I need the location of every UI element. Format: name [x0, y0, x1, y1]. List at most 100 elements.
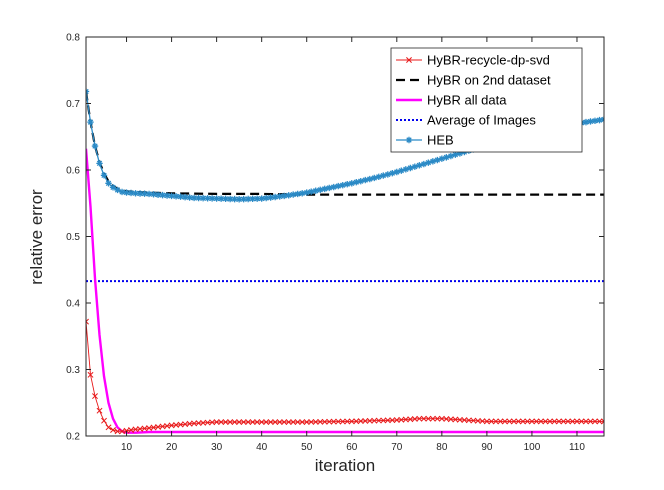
data-point	[569, 418, 576, 425]
data-point	[190, 194, 198, 202]
x-tick-label: 40	[256, 442, 268, 453]
data-point	[506, 418, 513, 425]
data-point	[443, 416, 450, 422]
data-point	[425, 159, 432, 166]
x-tick-label: 10	[121, 442, 133, 453]
data-point	[217, 195, 225, 202]
series-line	[86, 148, 604, 434]
y-tick-label: 0.4	[66, 299, 80, 310]
data-point	[200, 419, 207, 426]
y-tick-label: 0.5	[66, 232, 80, 243]
data-point	[434, 415, 441, 422]
data-point	[263, 419, 270, 425]
data-point	[416, 162, 423, 169]
data-point	[249, 419, 256, 425]
data-point	[470, 417, 477, 424]
data-point	[244, 195, 252, 203]
data-point	[420, 415, 427, 422]
data-point	[227, 419, 234, 425]
data-point	[209, 419, 216, 426]
data-point	[281, 419, 288, 425]
data-point	[321, 185, 328, 193]
y-tick-label: 0.6	[66, 166, 80, 177]
legend-item: HyBR on 2nd dataset	[396, 73, 551, 88]
data-point	[101, 417, 107, 424]
data-point	[110, 427, 116, 433]
data-point	[163, 192, 171, 199]
data-point	[461, 417, 468, 423]
data-point	[271, 193, 279, 201]
data-point	[109, 184, 117, 191]
data-point	[366, 175, 373, 183]
data-point	[542, 418, 549, 425]
data-point	[240, 419, 247, 425]
data-point	[330, 183, 337, 191]
data-point	[583, 418, 589, 425]
data-point	[443, 154, 450, 161]
data-point	[587, 418, 594, 425]
data-point	[483, 418, 490, 425]
legend-box	[390, 47, 583, 153]
legend-label: HyBR on 2nd dataset	[427, 73, 551, 88]
data-point	[375, 417, 382, 424]
x-tick-label: 80	[436, 442, 448, 453]
data-point	[249, 195, 256, 203]
data-point	[317, 418, 324, 425]
series-hybr-all-data	[86, 148, 604, 434]
data-point	[86, 318, 89, 325]
data-point	[384, 171, 391, 178]
data-point	[425, 415, 432, 422]
data-point	[519, 418, 526, 425]
data-point	[492, 418, 499, 425]
legend-marker	[406, 57, 412, 63]
data-point	[181, 193, 189, 201]
data-point	[560, 418, 567, 425]
data-point	[456, 416, 463, 423]
data-point	[375, 173, 382, 180]
data-point	[114, 186, 121, 194]
data-point	[335, 182, 342, 190]
data-point	[533, 418, 540, 425]
data-point	[258, 195, 265, 202]
data-point	[438, 155, 446, 162]
y-tick-label: 0.3	[66, 365, 80, 376]
data-point	[389, 417, 396, 424]
data-point	[236, 419, 243, 425]
data-point	[154, 191, 162, 198]
data-point	[447, 416, 454, 423]
data-point	[285, 419, 292, 425]
legend-marker	[405, 136, 413, 144]
data-point	[546, 418, 553, 425]
data-point	[592, 418, 598, 425]
data-point	[100, 172, 108, 179]
data-point	[87, 371, 94, 378]
data-point	[114, 428, 121, 435]
data-point	[411, 416, 418, 422]
legend: HyBR-recycle-dp-svd HyBR on 2nd dataset Hy…	[390, 47, 583, 153]
data-point	[591, 117, 599, 124]
data-point	[353, 418, 360, 425]
x-axis-title: iteration	[315, 456, 375, 475]
data-point	[452, 416, 459, 423]
data-point	[177, 193, 184, 200]
data-point	[235, 196, 243, 203]
data-point	[596, 418, 603, 425]
y-axis-title: relative error	[27, 189, 46, 285]
data-point	[524, 418, 531, 425]
data-point	[582, 118, 590, 126]
data-point	[429, 415, 436, 422]
data-point	[285, 192, 292, 199]
data-point	[357, 418, 364, 425]
data-point	[515, 418, 522, 425]
data-point	[231, 419, 238, 425]
legend-label: Average of Images	[427, 113, 536, 128]
data-point	[118, 188, 126, 196]
data-point	[280, 192, 288, 200]
data-point	[132, 190, 139, 197]
data-point	[465, 417, 472, 424]
data-point	[290, 419, 297, 425]
data-point	[245, 419, 252, 425]
data-point	[299, 190, 306, 197]
data-point	[474, 417, 481, 424]
data-point	[407, 164, 414, 172]
